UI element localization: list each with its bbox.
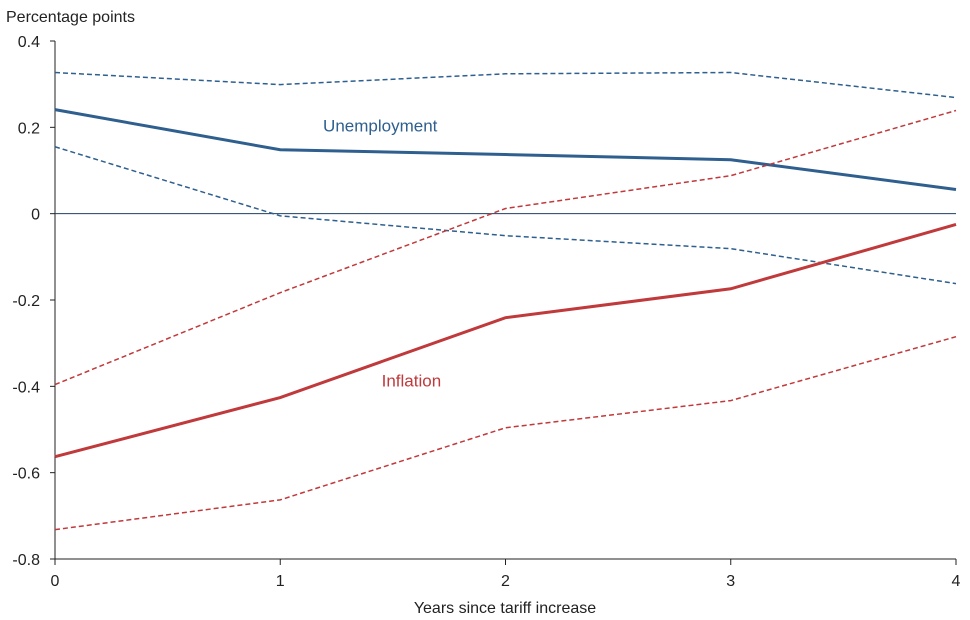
unemployment-label: Unemployment bbox=[323, 117, 438, 136]
band-1-line bbox=[54, 71, 957, 99]
x-tick-label: 0 bbox=[51, 573, 60, 590]
y-tick-label: -0.6 bbox=[12, 466, 40, 483]
unemployment-line bbox=[54, 108, 957, 191]
y-tick-label: 0.4 bbox=[18, 34, 40, 51]
y-axis-label: Percentage points bbox=[6, 9, 135, 26]
band-2-line bbox=[54, 146, 957, 285]
axes: 0.4 0.2 0 -0.2 -0.4 -0.6 -0.8 0 1 2 3 4 bbox=[12, 34, 960, 590]
inflation-line bbox=[54, 223, 957, 459]
x-axis-label: Years since tariff increase bbox=[414, 600, 596, 617]
x-tick-label: 3 bbox=[726, 573, 735, 590]
annotations: Unemployment Inflation bbox=[323, 117, 441, 391]
series-lines bbox=[54, 71, 957, 531]
y-tick-label: 0 bbox=[31, 207, 40, 224]
y-tick-label: 0.2 bbox=[18, 120, 40, 137]
band-4-line bbox=[54, 109, 957, 386]
x-tick-label: 1 bbox=[276, 573, 285, 590]
inflation-label: Inflation bbox=[382, 371, 442, 390]
band-5-line bbox=[54, 335, 957, 531]
y-tick-label: -0.2 bbox=[12, 293, 40, 310]
y-tick-label: -0.8 bbox=[12, 552, 40, 569]
y-tick-label: -0.4 bbox=[12, 379, 40, 396]
x-tick-label: 4 bbox=[952, 573, 961, 590]
x-tick-label: 2 bbox=[501, 573, 510, 590]
